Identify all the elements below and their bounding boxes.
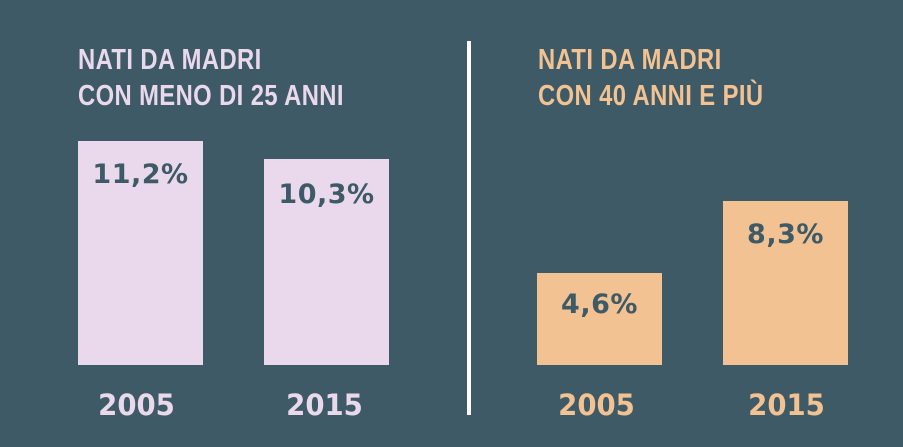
year-label-right-2005: 2005 xyxy=(558,388,635,422)
bar-left-2015: 10,3% xyxy=(264,159,389,365)
bar-value-label: 10,3% xyxy=(278,179,375,210)
year-label-left-2005: 2005 xyxy=(98,388,175,422)
bar-value-label: 8,3% xyxy=(747,219,824,250)
right-panel-title: NATI DA MADRI CON 40 ANNI E PIÙ xyxy=(538,42,763,114)
year-label-left-2015: 2015 xyxy=(286,388,363,422)
right-title-line1: NATI DA MADRI xyxy=(538,44,722,76)
left-title-line1: NATI DA MADRI xyxy=(78,44,262,76)
right-title-line2: CON 40 ANNI E PIÙ xyxy=(538,80,764,112)
left-title-line2: CON MENO DI 25 ANNI xyxy=(78,80,344,112)
left-panel-title: NATI DA MADRI CON MENO DI 25 ANNI xyxy=(78,42,344,114)
bar-value-label: 4,6% xyxy=(561,289,638,320)
year-label-right-2015: 2015 xyxy=(748,388,825,422)
bar-left-2005: 11,2% xyxy=(78,141,203,365)
bar-right-2015: 8,3% xyxy=(723,201,848,365)
bar-right-2005: 4,6% xyxy=(537,273,662,365)
bar-value-label: 11,2% xyxy=(92,159,189,190)
panel-divider xyxy=(467,41,471,415)
